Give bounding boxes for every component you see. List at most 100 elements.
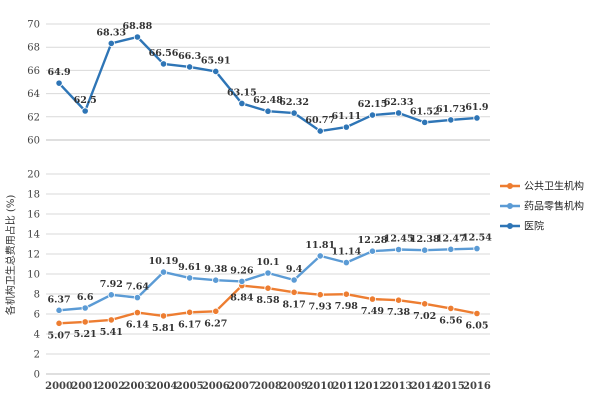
lower-y-tick-label: 16 (27, 210, 40, 221)
data-label: 64.9 (47, 67, 71, 78)
legend-label: 药品零售机构 (524, 200, 584, 213)
data-point (447, 245, 455, 253)
data-label: 5.07 (47, 330, 70, 341)
data-label: 8.84 (230, 293, 254, 304)
lower-panel-grid (46, 173, 490, 375)
data-point (368, 111, 377, 119)
x-tick-label: 2009 (280, 381, 308, 392)
data-point (238, 99, 246, 108)
data-label: 61.11 (331, 111, 361, 122)
data-label: 5.41 (100, 327, 123, 338)
legend-item: 医院 (500, 220, 544, 233)
x-tick-label: 2006 (202, 381, 230, 392)
data-label: 10.1 (256, 257, 279, 268)
data-label: 61.73 (436, 104, 466, 115)
data-label: 68.33 (96, 27, 126, 38)
data-label: 6.56 (439, 315, 463, 326)
x-tick-label: 2011 (332, 381, 360, 392)
data-point (107, 316, 115, 324)
data-point (159, 312, 168, 320)
data-point (473, 114, 481, 122)
data-point (212, 307, 220, 315)
x-tick-label: 2008 (254, 381, 282, 392)
legend-marker (507, 203, 513, 209)
data-point (186, 274, 194, 282)
data-label: 6.27 (204, 318, 227, 329)
data-label: 7.93 (309, 302, 332, 313)
data-label: 8.17 (283, 299, 306, 310)
upper-y-tick-label: 66 (27, 66, 40, 77)
lower-y-tick-label: 2 (34, 350, 40, 361)
data-label: 12.28 (358, 235, 388, 246)
data-label: 8.58 (256, 295, 280, 306)
data-point (264, 284, 272, 292)
data-point (290, 288, 298, 296)
data-point (368, 247, 377, 255)
upper-y-tick-label: 64 (27, 89, 40, 100)
y-axis-label: 各机构卫生总费用占比 (%) (4, 195, 17, 316)
data-point (316, 252, 324, 260)
upper-y-axis: 60 62 64 66 68 70 (27, 20, 40, 147)
data-label: 6.6 (77, 292, 94, 303)
lower-y-tick-label: 12 (27, 250, 40, 261)
data-point (342, 258, 350, 267)
legend-item: 药品零售机构 (500, 200, 584, 213)
data-label: 11.81 (305, 240, 335, 251)
x-tick-label: 2014 (411, 381, 439, 392)
x-tick-label: 2003 (123, 381, 151, 392)
data-label: 5.21 (74, 329, 97, 340)
upper-panel-grid (46, 23, 490, 141)
data-point (107, 39, 115, 47)
data-point (290, 276, 298, 284)
data-point (421, 300, 429, 308)
data-label: 62.33 (384, 97, 414, 108)
data-label: 7.92 (100, 279, 123, 290)
data-point (368, 295, 377, 303)
data-point (421, 118, 429, 126)
data-label: 6.37 (47, 294, 70, 305)
lower-y-tick-label: 20 (27, 170, 40, 181)
x-axis: 2000200120022003200420052006200720082009… (45, 381, 491, 392)
data-point (81, 304, 89, 312)
data-point (394, 296, 403, 304)
legend-item: 公共卫生机构 (500, 180, 584, 193)
data-label: 62.15 (358, 99, 388, 110)
data-label: 12.47 (436, 233, 466, 244)
data-point (342, 123, 350, 131)
data-label: 9.38 (204, 264, 228, 275)
data-label: 9.26 (230, 265, 254, 276)
data-label: 6.05 (465, 321, 488, 332)
x-tick-label: 2001 (71, 381, 99, 392)
series-0: 5.07 5.21 5.416.14 5.81 6.17 6.27 8.84 8.58 8.17… (47, 281, 489, 341)
data-point (316, 127, 324, 135)
upper-y-tick-label: 60 (27, 136, 40, 147)
data-point (55, 79, 63, 87)
data-point (159, 268, 168, 276)
x-tick-label: 2005 (176, 381, 204, 392)
data-label: 62.32 (279, 97, 309, 108)
data-point (473, 245, 481, 253)
data-label: 66.56 (149, 48, 179, 59)
x-tick-label: 2012 (359, 381, 387, 392)
lower-y-tick-label: 0 (34, 370, 40, 381)
legend-marker (507, 183, 513, 189)
data-label: 63.15 (227, 87, 257, 98)
data-label: 7.02 (413, 311, 436, 322)
data-label: 68.88 (123, 21, 153, 32)
x-tick-label: 2015 (437, 381, 465, 392)
data-label: 12.45 (384, 234, 414, 245)
data-label: 6.17 (178, 319, 201, 330)
data-label: 5.81 (152, 323, 175, 334)
data-point (133, 293, 142, 302)
upper-y-tick-label: 70 (27, 20, 40, 31)
data-label: 10.19 (149, 256, 179, 267)
data-label: 61.52 (410, 106, 440, 117)
lower-y-tick-label: 6 (34, 310, 40, 321)
lower-y-axis: 0 2 4 6 8 10 12 14 16 18 20 (27, 170, 40, 381)
data-point (212, 67, 220, 76)
lower-y-tick-label: 4 (34, 330, 40, 341)
data-point (159, 60, 168, 68)
